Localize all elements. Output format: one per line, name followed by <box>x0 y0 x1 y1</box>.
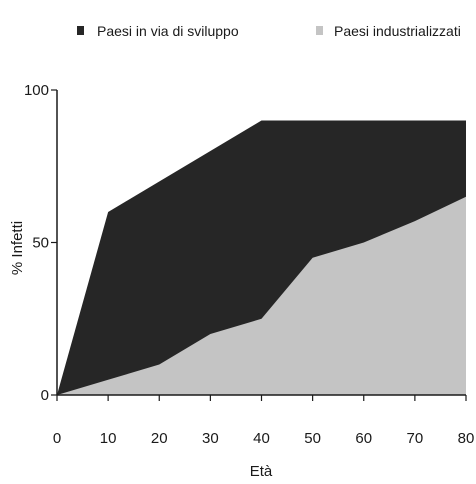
area-industrialized <box>57 196 466 395</box>
x-tick-label: 20 <box>151 430 168 447</box>
legend-swatch-industrialized <box>316 26 323 35</box>
y-axis-ticks: 0 50 100 <box>24 82 57 404</box>
x-tick-label: 30 <box>202 430 219 447</box>
plot-area <box>57 120 466 395</box>
x-tick-label: 50 <box>304 430 321 447</box>
x-tick-label: 10 <box>100 430 117 447</box>
x-axis-ticks: 0 10 20 30 40 50 60 70 80 <box>53 395 475 447</box>
x-tick-label: 0 <box>53 430 61 447</box>
legend-label-developing: Paesi in via di sviluppo <box>97 23 239 39</box>
legend: Paesi in via di sviluppo Paesi industria… <box>77 23 461 39</box>
x-tick-label: 40 <box>253 430 270 447</box>
legend-swatch-developing <box>77 26 84 35</box>
legend-label-industrialized: Paesi industrializzati <box>334 23 461 39</box>
y-tick-label: 0 <box>41 387 49 404</box>
x-axis-title: Età <box>250 463 273 480</box>
x-tick-label: 80 <box>458 430 475 447</box>
y-axis-title: % Infetti <box>9 221 26 275</box>
x-tick-label: 70 <box>407 430 424 447</box>
y-tick-label: 100 <box>24 82 49 99</box>
y-tick-label: 50 <box>32 235 49 252</box>
x-tick-label: 60 <box>355 430 372 447</box>
